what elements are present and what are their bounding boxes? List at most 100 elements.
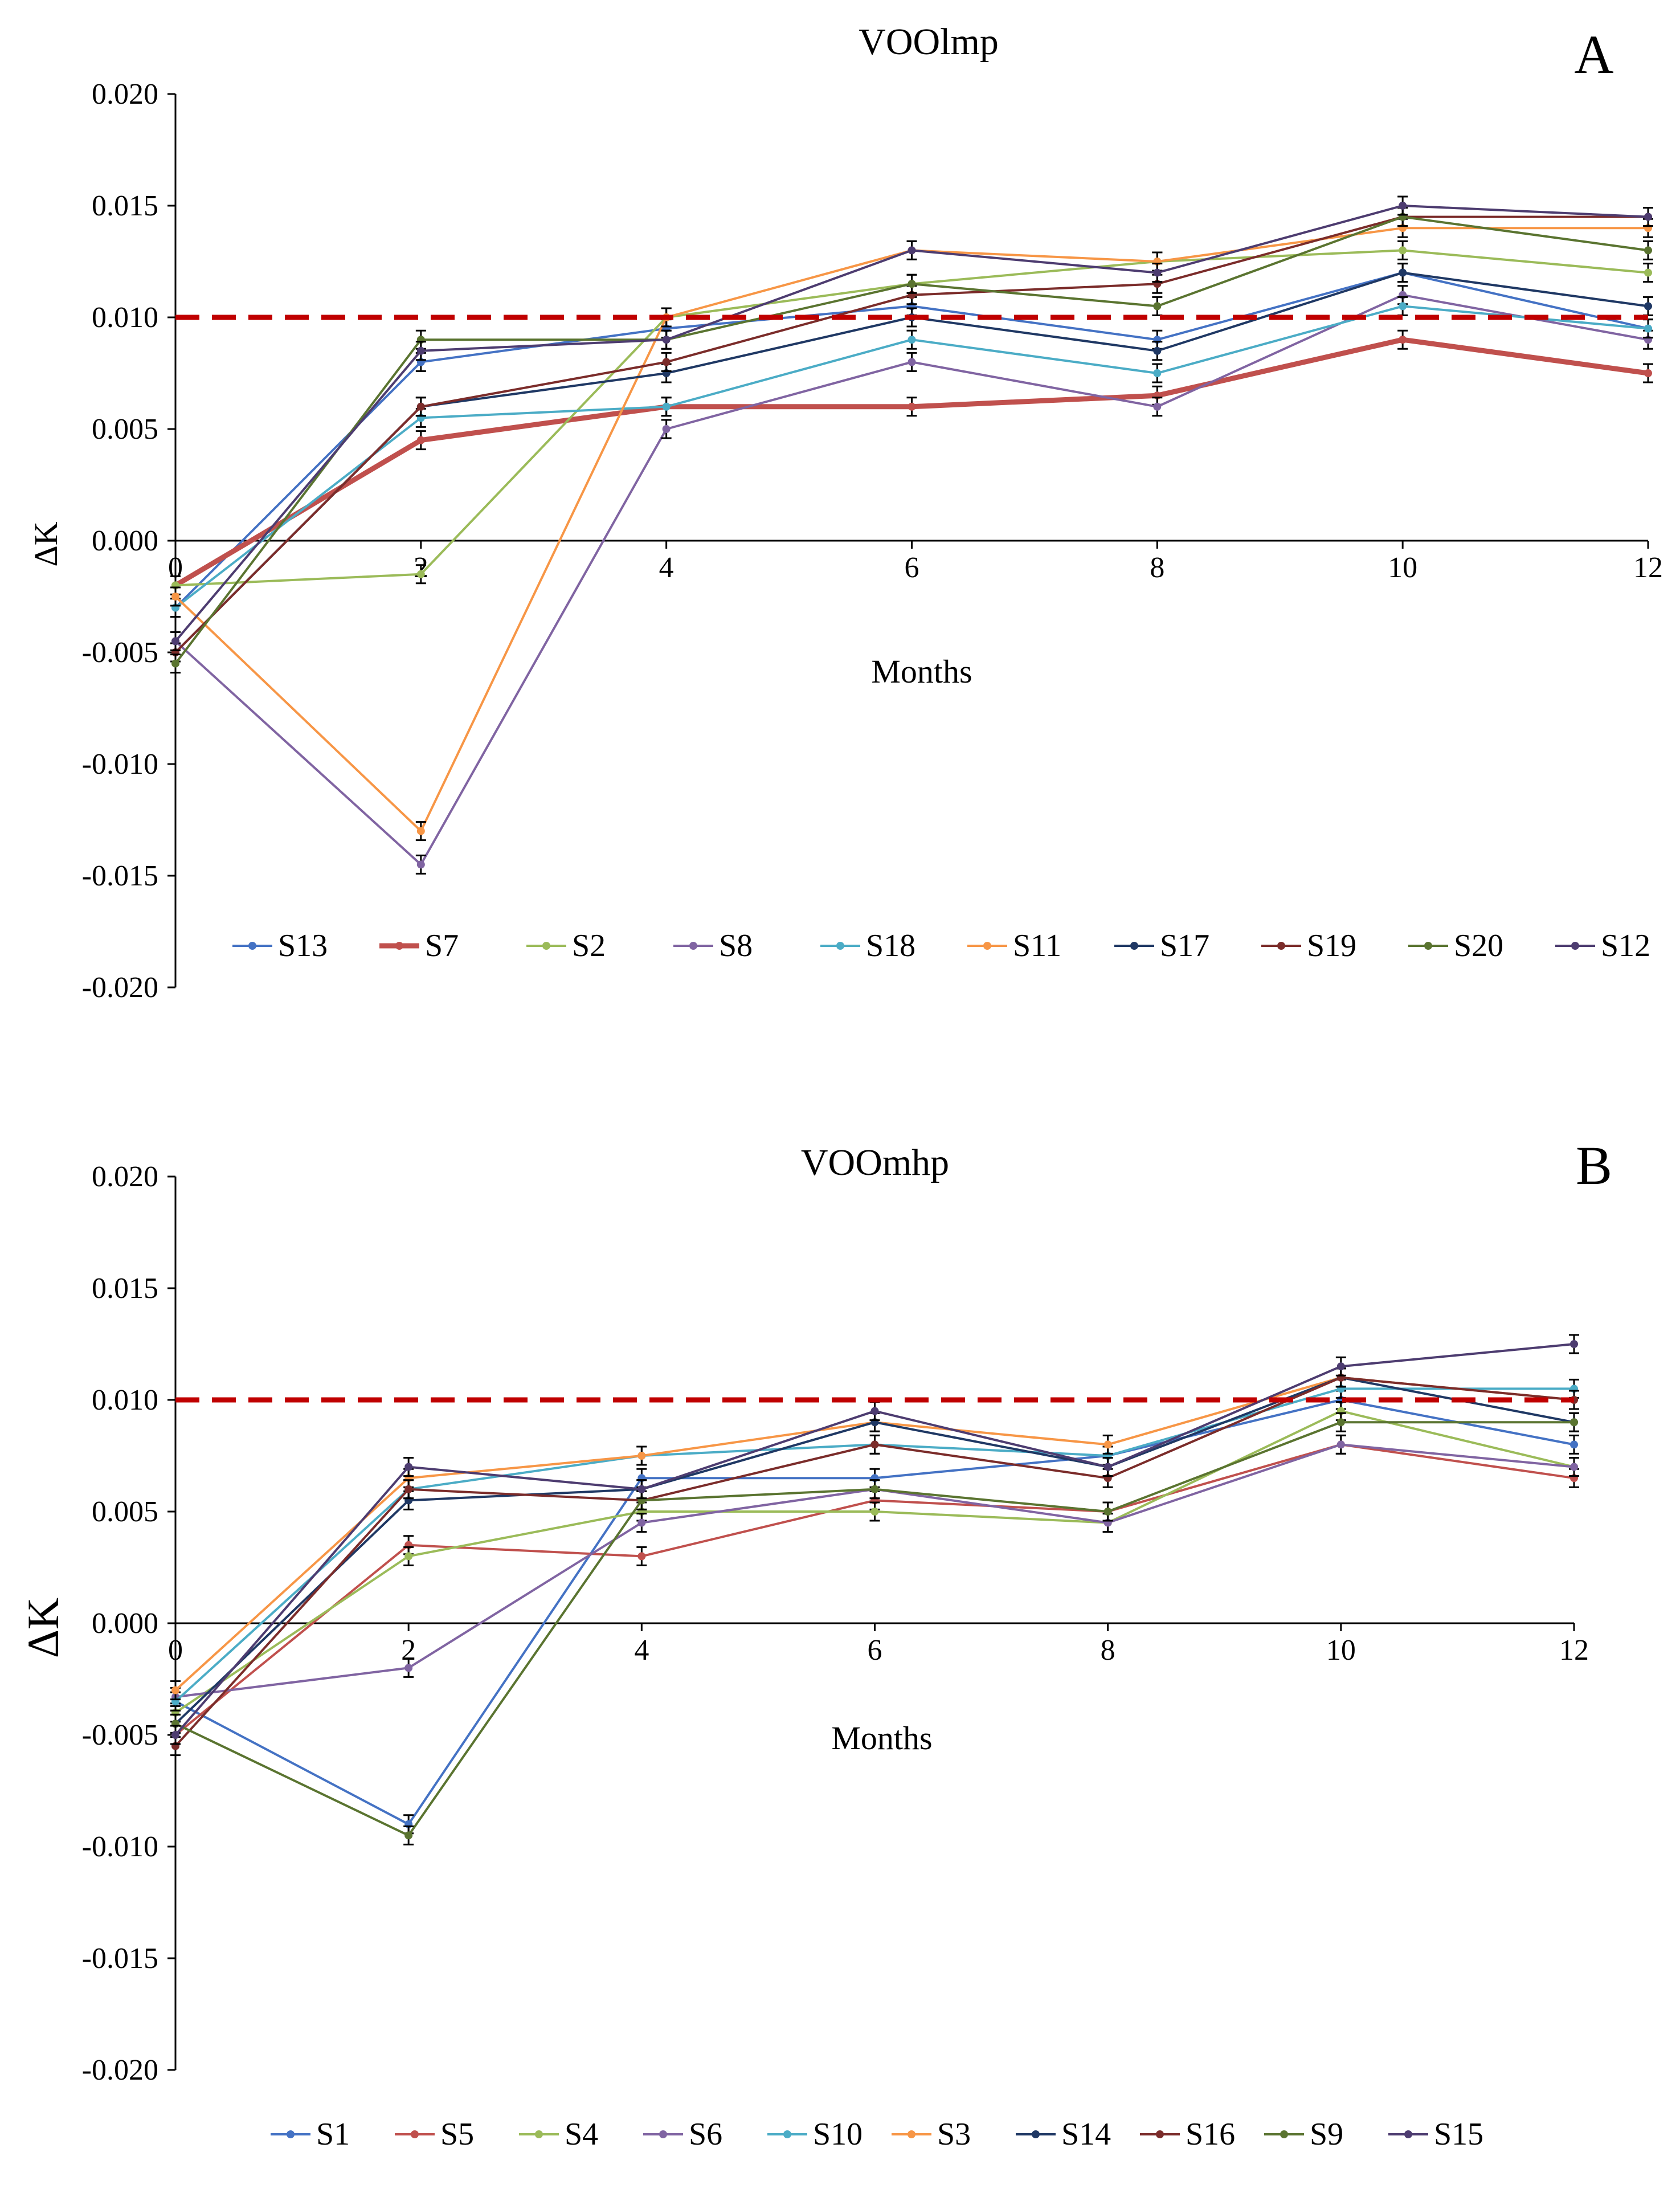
data-point: [637, 1552, 646, 1561]
data-point: [416, 402, 425, 411]
data-point: [416, 570, 425, 578]
data-point: [171, 659, 179, 668]
x-tick-label: 8: [1101, 1634, 1115, 1667]
series-line: [174, 271, 1649, 654]
legend-label: S3: [937, 2117, 971, 2152]
legend-item: S7: [379, 928, 459, 963]
data-point: [171, 637, 179, 646]
data-point: [1153, 302, 1162, 311]
data-point: [404, 1664, 413, 1672]
legend-item: S19: [1261, 928, 1356, 963]
data-point: [171, 1731, 179, 1739]
legend-item: S1: [271, 2117, 350, 2152]
y-tick-label: 0.015: [92, 1272, 158, 1305]
legend-label: S19: [1307, 928, 1356, 963]
data-point: [662, 402, 671, 411]
y-axis-label: ΔK: [27, 521, 64, 566]
legend-marker: [1032, 2130, 1040, 2138]
legend-marker: [783, 2130, 791, 2138]
series-S8: [170, 285, 1653, 875]
data-point: [1570, 1440, 1578, 1449]
data-point: [1153, 268, 1162, 277]
data-point: [1153, 346, 1162, 355]
legend-item: S17: [1114, 928, 1209, 963]
data-point: [416, 827, 425, 835]
data-point: [1570, 1418, 1578, 1427]
data-point: [1336, 1418, 1345, 1427]
legend-label: S5: [440, 2117, 474, 2152]
legend-item: S15: [1388, 2117, 1483, 2152]
legend-marker: [659, 2130, 667, 2138]
data-point: [870, 1485, 879, 1493]
data-point: [171, 1686, 179, 1694]
legend-marker: [411, 2130, 419, 2138]
y-tick-label: 0.005: [92, 413, 158, 446]
data-point: [1570, 1463, 1578, 1471]
legend-label: S20: [1454, 928, 1503, 963]
data-point: [1399, 246, 1407, 255]
series-S17: [170, 263, 1653, 663]
x-axis-label: Months: [871, 653, 972, 690]
legend-item: S11: [967, 928, 1061, 963]
y-tick-label: -0.010: [82, 748, 158, 781]
data-point: [1644, 302, 1652, 311]
legend-label: S17: [1160, 928, 1209, 963]
data-point: [416, 860, 425, 869]
legend-marker: [689, 942, 697, 950]
data-point: [908, 280, 916, 288]
data-point: [662, 425, 671, 433]
legend-item: S8: [673, 928, 753, 963]
data-point: [1399, 302, 1407, 311]
legend-marker: [1424, 942, 1432, 950]
data-point: [662, 336, 671, 344]
legend-marker: [908, 2130, 915, 2138]
series-S15: [170, 1334, 1579, 1745]
legend-item: S2: [526, 928, 606, 963]
y-tick-label: 0.000: [92, 1607, 158, 1640]
legend-item: S18: [820, 928, 915, 963]
legend-label: S16: [1186, 2117, 1235, 2152]
data-point: [637, 1518, 646, 1527]
x-tick-label: 0: [168, 1634, 183, 1667]
legend-item: S3: [892, 2117, 971, 2152]
data-point: [1103, 1440, 1112, 1449]
legend-label: S15: [1434, 2117, 1483, 2152]
panel-a: VOOlmp A -0.020 -0.015 -0.010 -0.005 0.000 0.00…: [27, 21, 1663, 1004]
x-tick-label: 10: [1388, 552, 1417, 584]
legend-marker: [1280, 2130, 1288, 2138]
legend-item: S4: [519, 2117, 598, 2152]
legend-marker: [1277, 942, 1285, 950]
y-tick-label: -0.015: [82, 1942, 158, 1975]
legend-label: S2: [572, 928, 606, 963]
y-tick-label: -0.020: [82, 2054, 158, 2086]
legend-label: S1: [316, 2117, 350, 2152]
legend-label: S12: [1601, 928, 1650, 963]
legend-label: S8: [719, 928, 753, 963]
legend-item: S5: [395, 2117, 474, 2152]
data-point: [1103, 1508, 1112, 1516]
data-point: [404, 1552, 413, 1561]
data-point: [908, 336, 916, 344]
y-tick-label: 0.010: [92, 301, 158, 334]
y-tick-label: 0.010: [92, 1384, 158, 1416]
legend-item: S16: [1140, 2117, 1235, 2152]
legend-item: S12: [1555, 928, 1650, 963]
y-axis-label: ΔK: [18, 1598, 68, 1659]
data-point: [1570, 1340, 1578, 1348]
x-tick-label: 12: [1633, 552, 1663, 584]
series-S1: [170, 1390, 1579, 1835]
y-tick-label: 0.020: [92, 78, 158, 111]
legend-marker: [983, 942, 991, 950]
legend-marker: [1404, 2130, 1412, 2138]
y-tick-label: -0.010: [82, 1831, 158, 1863]
y-tick-label: -0.005: [82, 636, 158, 669]
y-tick-label: 0.005: [92, 1496, 158, 1528]
x-tick-label: 4: [634, 1634, 649, 1667]
data-point: [1644, 246, 1652, 255]
data-point: [870, 1407, 879, 1415]
legend-label: S14: [1061, 2117, 1111, 2152]
x-tick-label: 4: [659, 552, 674, 584]
legend-label: S7: [425, 928, 459, 963]
data-point: [1399, 268, 1407, 277]
legend-label: S4: [565, 2117, 598, 2152]
